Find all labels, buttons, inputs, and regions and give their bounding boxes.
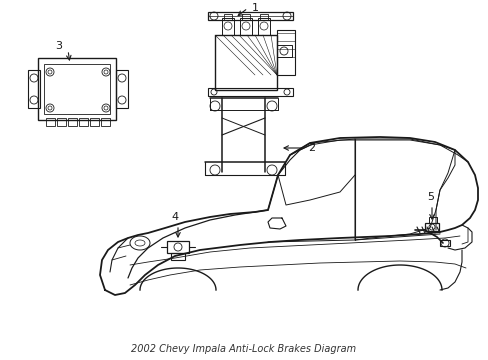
- Bar: [240, 18, 251, 35]
- Bar: [28, 70, 40, 108]
- Bar: [242, 14, 249, 20]
- Text: 2: 2: [307, 143, 314, 153]
- Bar: [90, 118, 99, 126]
- Text: 4: 4: [171, 212, 178, 222]
- Bar: [258, 18, 269, 35]
- Bar: [79, 118, 88, 126]
- Bar: [439, 240, 449, 246]
- Bar: [260, 14, 267, 20]
- Bar: [46, 118, 55, 126]
- Bar: [116, 70, 128, 108]
- Bar: [224, 14, 231, 20]
- Bar: [276, 45, 291, 57]
- Bar: [207, 12, 292, 20]
- Text: 5: 5: [426, 192, 433, 202]
- Bar: [276, 30, 294, 75]
- Bar: [38, 58, 116, 120]
- Bar: [424, 223, 438, 231]
- Bar: [207, 88, 292, 96]
- Bar: [171, 253, 184, 260]
- Bar: [57, 118, 66, 126]
- Bar: [167, 241, 189, 253]
- Bar: [428, 217, 436, 223]
- Bar: [215, 35, 276, 90]
- Text: 2002 Chevy Impala Anti-Lock Brakes Diagram: 2002 Chevy Impala Anti-Lock Brakes Diagr…: [131, 344, 356, 354]
- Bar: [44, 64, 110, 114]
- Text: 3: 3: [55, 41, 62, 51]
- Bar: [222, 18, 234, 35]
- Bar: [68, 118, 77, 126]
- Bar: [101, 118, 110, 126]
- Text: 1: 1: [251, 3, 259, 13]
